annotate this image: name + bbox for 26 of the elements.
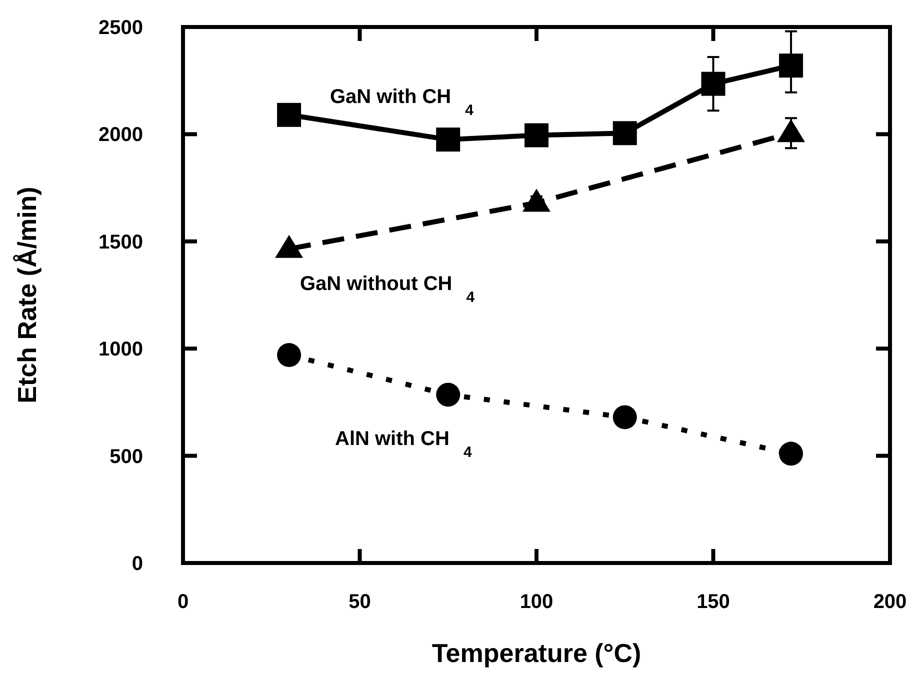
point (779, 442, 804, 466)
point (436, 128, 460, 152)
y-tick-label: 2000 (98, 124, 143, 146)
x-tick-label: 50 (348, 591, 371, 613)
point (779, 54, 804, 78)
x-tick-label: 100 (520, 591, 554, 613)
series-label: AlN with CH$_{4}$ (335, 428, 472, 461)
point (612, 405, 637, 430)
point (524, 123, 548, 148)
x-tick-label: 150 (696, 591, 730, 613)
y-tick-label: 0 (132, 553, 143, 575)
point (612, 121, 637, 146)
y-tick-label: 1500 (98, 231, 143, 254)
point (701, 72, 726, 96)
x-axis-title: Temperature (°C) (432, 638, 642, 668)
y-axis-title: Etch Rate (Å/min) (12, 186, 42, 404)
series-label: GaN without CH$_{4}$ (300, 273, 476, 306)
x-tick-label: 200 (873, 591, 907, 613)
y-tick-label: 2500 (98, 17, 143, 39)
series-label: GaN with CH$_{4}$ (330, 86, 474, 119)
point (436, 382, 460, 407)
x-tick-label: 0 (177, 591, 189, 613)
point (277, 102, 302, 127)
point (277, 343, 302, 368)
y-tick-label: 1000 (98, 338, 143, 361)
y-tick-label: 500 (110, 446, 143, 468)
